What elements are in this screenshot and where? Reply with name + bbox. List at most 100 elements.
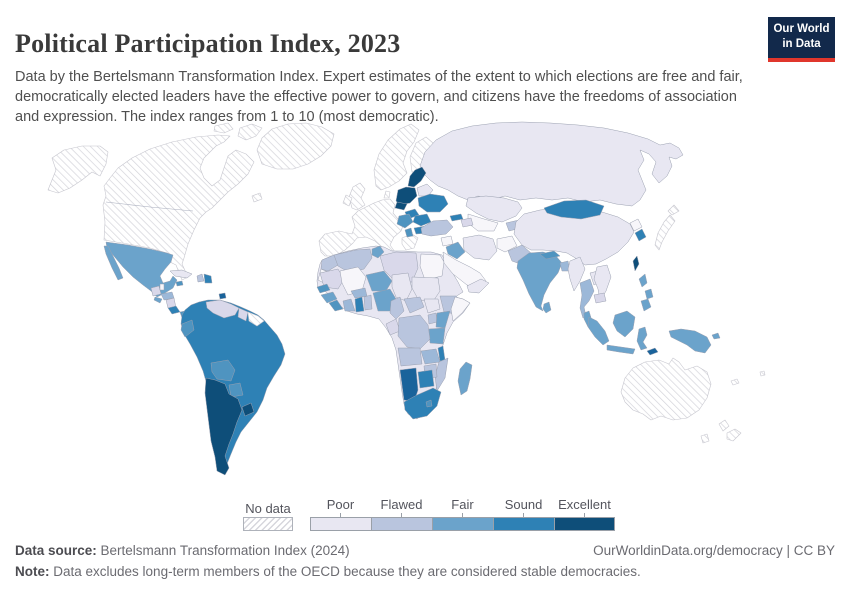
country-new-caledonia[interactable]	[730, 378, 740, 386]
country-trinidad-tobago[interactable]	[218, 292, 227, 300]
country-fiji[interactable]	[759, 370, 766, 377]
country-arctic-islands[interactable]	[213, 122, 234, 134]
country-united-kingdom[interactable]	[348, 182, 366, 211]
country-guinea[interactable]	[320, 291, 338, 304]
country-philippines[interactable]	[640, 298, 652, 312]
country-myanmar[interactable]	[567, 256, 586, 292]
country-algeria[interactable]	[333, 248, 373, 274]
country-iran[interactable]	[462, 234, 498, 261]
country-cambodia[interactable]	[593, 292, 607, 304]
country-india[interactable]	[516, 251, 563, 312]
country-uruguay[interactable]	[241, 402, 255, 417]
legend-bin-poor[interactable]: Poor	[310, 497, 371, 531]
country-baffin-island[interactable]	[237, 123, 263, 141]
country-new-britain[interactable]	[711, 332, 721, 340]
country-bolivia[interactable]	[210, 359, 236, 382]
country-tanzania[interactable]	[428, 327, 446, 345]
country-baltic-states[interactable]	[407, 166, 427, 188]
country-south-korea[interactable]	[634, 228, 647, 242]
country-indonesia-java[interactable]	[606, 344, 636, 355]
country-argentina-chile[interactable]	[204, 377, 243, 476]
country-syria[interactable]	[440, 235, 454, 247]
owid-logo[interactable]: Our World in Data	[768, 17, 835, 62]
country-lesotho[interactable]	[425, 399, 433, 408]
country-ivory-coast[interactable]	[342, 298, 356, 312]
country-venezuela[interactable]	[205, 299, 240, 319]
country-south-sudan[interactable]	[423, 298, 441, 314]
country-australia[interactable]	[620, 357, 712, 421]
legend-bin-flawed[interactable]: Flawed	[371, 497, 432, 531]
country-philippines[interactable]	[638, 273, 648, 288]
country-togo-benin[interactable]	[363, 294, 373, 311]
country-iraq[interactable]	[445, 241, 466, 260]
country-sierra-leone-liberia[interactable]	[328, 299, 344, 312]
country-belarus[interactable]	[416, 183, 434, 197]
country-albania-north-macedonia[interactable]	[404, 227, 414, 238]
country-ireland[interactable]	[342, 194, 353, 207]
country-new-zealand[interactable]	[718, 419, 730, 432]
country-czechia[interactable]	[394, 201, 408, 211]
country-el-salvador[interactable]	[153, 296, 163, 304]
country-jamaica[interactable]	[175, 280, 184, 287]
country-niger[interactable]	[365, 270, 393, 292]
country-cuba[interactable]	[169, 269, 193, 279]
country-azerbaijan[interactable]	[460, 217, 474, 228]
country-south-africa[interactable]	[403, 387, 442, 420]
country-madagascar[interactable]	[457, 361, 473, 396]
country-taiwan[interactable]	[632, 255, 640, 272]
country-indonesia-sulawesi[interactable]	[636, 326, 648, 351]
country-belize[interactable]	[159, 283, 165, 291]
country-senegal[interactable]	[316, 283, 331, 294]
country-ukraine[interactable]	[417, 193, 449, 213]
owid-link[interactable]: OurWorldinData.org/democracy	[593, 543, 783, 558]
legend-no-data[interactable]: No data	[243, 501, 293, 531]
country-mauritania[interactable]	[319, 268, 345, 290]
country-georgia[interactable]	[449, 213, 464, 222]
country-romania[interactable]	[412, 213, 432, 227]
country-egypt[interactable]	[419, 253, 445, 281]
country-mongolia[interactable]	[543, 199, 605, 220]
country-ghana[interactable]	[354, 296, 365, 313]
legend-bin-excellent[interactable]: Excellent	[554, 497, 615, 531]
world-choropleth-map[interactable]	[0, 110, 850, 495]
country-philippines[interactable]	[644, 288, 654, 300]
country-turkey[interactable]	[420, 219, 454, 237]
legend-bin-sound[interactable]: Sound	[493, 497, 554, 531]
country-kazakhstan[interactable]	[465, 195, 523, 223]
country-paraguay[interactable]	[228, 382, 244, 398]
country-somalia[interactable]	[450, 296, 471, 322]
country-burkina-faso[interactable]	[350, 287, 368, 299]
country-haiti[interactable]	[196, 273, 205, 283]
country-guatemala[interactable]	[150, 285, 162, 297]
country-sri-lanka[interactable]	[542, 301, 552, 314]
country-north-korea[interactable]	[629, 218, 643, 232]
country-timor-leste[interactable]	[646, 347, 659, 356]
country-dominican-republic[interactable]	[203, 273, 213, 284]
country-denmark[interactable]	[383, 190, 391, 199]
country-alaska[interactable]	[47, 145, 109, 194]
country-newfoundland[interactable]	[251, 192, 263, 203]
country-central-african-republic[interactable]	[403, 296, 425, 314]
country-nepal[interactable]	[539, 250, 561, 260]
country-thailand[interactable]	[579, 278, 595, 319]
country-tasmania[interactable]	[700, 433, 710, 444]
country-japan[interactable]	[654, 214, 676, 251]
country-dr-congo[interactable]	[397, 314, 431, 350]
country-scandinavia[interactable]	[373, 123, 420, 191]
country-uganda[interactable]	[427, 312, 438, 325]
country-mexico-baja[interactable]	[103, 245, 124, 281]
country-cameroon[interactable]	[389, 296, 405, 320]
country-guyana[interactable]	[237, 307, 249, 322]
country-mexico[interactable]	[105, 241, 178, 298]
country-western-balkans[interactable]	[396, 213, 414, 229]
country-japan-hokkaido[interactable]	[667, 204, 680, 216]
country-greenland[interactable]	[256, 122, 335, 170]
country-afghanistan[interactable]	[496, 235, 518, 253]
country-yemen-oman[interactable]	[466, 278, 490, 294]
country-new-guinea[interactable]	[668, 328, 712, 354]
country-angola[interactable]	[397, 347, 423, 367]
country-indonesia-sumatra[interactable]	[587, 316, 610, 346]
country-borneo[interactable]	[612, 310, 636, 338]
country-tunisia[interactable]	[371, 245, 385, 259]
country-russia[interactable]	[419, 121, 684, 207]
